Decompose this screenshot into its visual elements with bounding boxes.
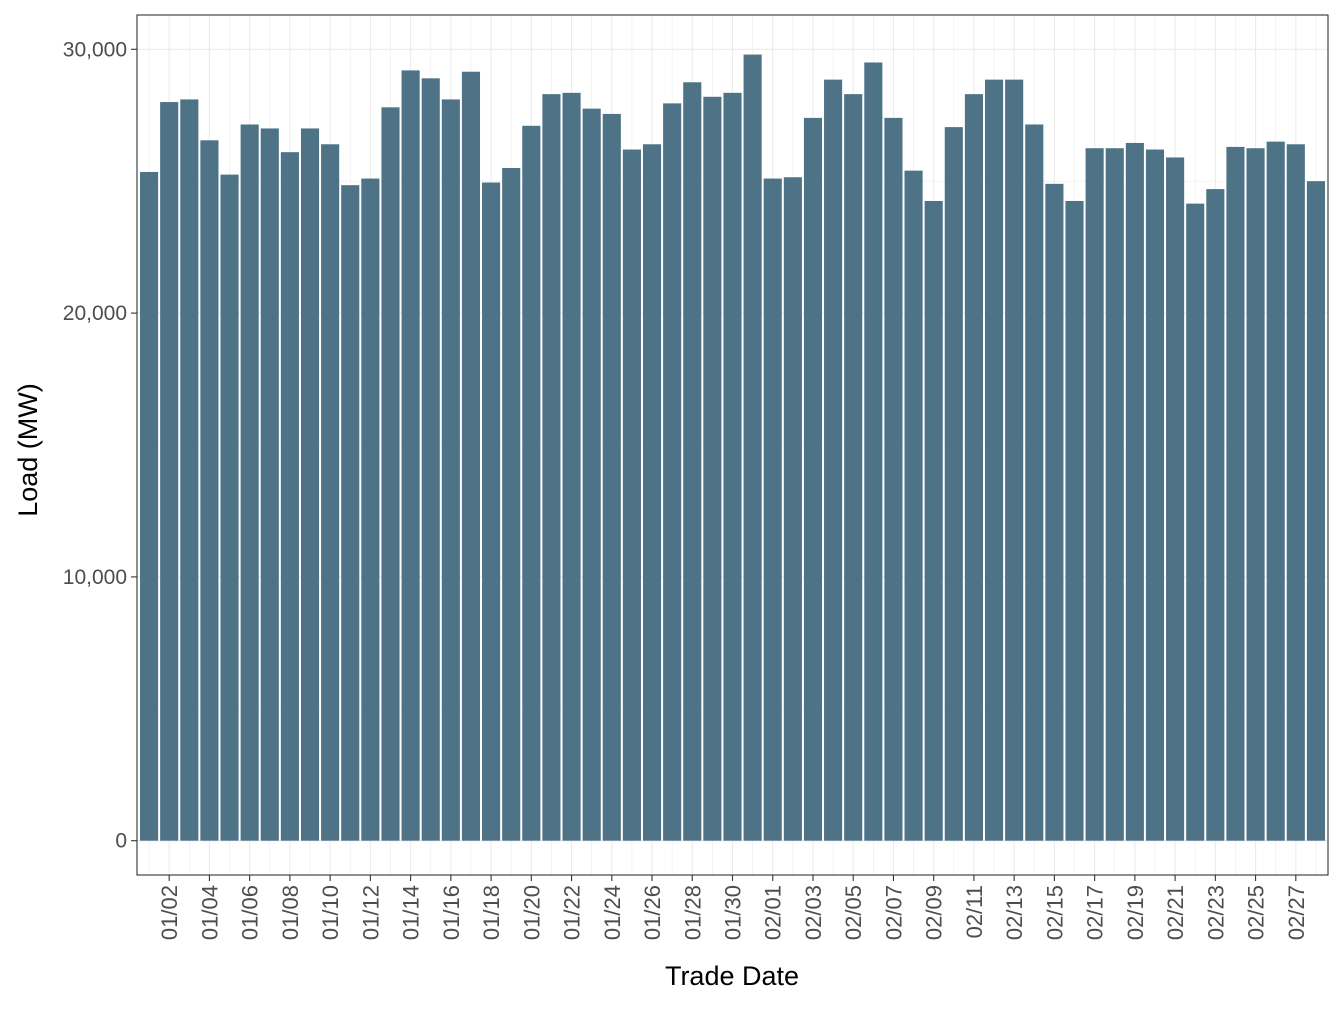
bar-01/18 [482,182,501,841]
bar-01/20 [522,125,541,841]
bar-01/22 [562,92,581,841]
bar-02/24 [1226,146,1245,841]
bar-01/05 [220,174,239,841]
x-tick-label: 01/22 [560,885,585,940]
y-tick-label: 30,000 [63,38,127,61]
x-tick-label: 02/05 [841,885,866,940]
x-tick-label: 01/08 [278,885,303,940]
bar-02/27 [1286,144,1305,841]
bar-02/07 [884,117,903,841]
x-tick-label: 02/07 [881,885,906,940]
bar-02/05 [844,94,863,841]
bar-01/19 [502,168,521,841]
bar-01/04 [200,140,219,841]
bar-01/21 [542,94,561,841]
bar-01/02 [160,102,179,841]
bar-01/15 [421,78,440,841]
bar-02/06 [864,62,883,841]
x-tick-label: 01/02 [157,885,182,940]
x-tick-label: 02/23 [1203,885,1228,940]
bar-02/15 [1045,183,1064,841]
bar-01/23 [582,108,601,841]
bar-02/02 [783,177,802,841]
bar-01/14 [401,70,420,841]
bar-02/14 [1025,124,1044,841]
bar-02/04 [824,79,843,841]
x-tick-label: 01/12 [358,885,383,940]
x-tick-label: 02/25 [1244,885,1269,940]
x-tick-label: 01/28 [680,885,705,940]
y-axis-title: Load (MW) [13,383,43,517]
bar-02/26 [1266,141,1285,841]
bar-01/27 [663,103,682,841]
bar-01/28 [683,82,702,841]
bar-01/13 [381,107,400,841]
bar-01/09 [300,128,320,841]
bar-01/10 [321,144,340,841]
x-tick-label: 01/30 [721,885,746,940]
bar-02/23 [1206,189,1225,841]
bar-01/17 [461,71,481,841]
x-tick-label: 02/11 [962,885,987,938]
x-tick-label: 01/18 [479,885,504,940]
x-tick-label: 02/21 [1163,885,1188,940]
bar-02/12 [984,79,1004,841]
y-tick-label: 0 [115,830,127,853]
y-tick-label: 10,000 [63,566,127,589]
bar-01/07 [260,128,279,841]
x-axis: 01/02 01/04 01/06 01/08 01/10 01/12 01/14 01/16… [157,875,1309,940]
x-tick-label: 01/24 [600,885,625,940]
x-tick-label: 01/26 [640,885,665,940]
bar-02/03 [803,117,823,841]
bar-02/09 [924,200,943,841]
bar-02/16 [1065,200,1084,841]
bar-01/24 [602,113,621,841]
bar-02/01 [763,178,782,841]
bar-02/17 [1085,148,1104,841]
bar-02/10 [944,127,963,841]
bar-01/06 [240,124,259,841]
bar-01/26 [642,144,662,841]
bar-01/12 [361,178,380,841]
bar-01/16 [441,99,460,841]
bar-02/13 [1005,79,1024,841]
bar-02/22 [1186,203,1205,841]
x-axis-title: Trade Date [665,961,799,991]
bar-01/31 [743,54,762,841]
bars [140,54,1325,841]
bar-02/21 [1166,157,1185,841]
bar-01/08 [280,152,299,841]
bar-02/25 [1246,148,1265,841]
x-tick-label: 02/13 [1002,885,1027,940]
bar-01/01 [140,171,159,841]
x-tick-label: 01/06 [238,885,263,940]
x-tick-label: 01/14 [399,885,424,940]
x-tick-label: 01/16 [439,885,464,940]
x-tick-label: 02/01 [761,885,786,940]
x-tick-label: 02/17 [1083,885,1108,940]
bar-01/25 [622,149,641,841]
bar-02/11 [964,94,983,841]
bar-02/28 [1306,181,1325,841]
x-tick-label: 01/20 [519,885,544,940]
y-axis: 0 10,000 20,000 30,000 [63,38,137,853]
bar-02/08 [904,170,923,841]
bar-01/29 [703,96,722,841]
bar-01/30 [723,92,742,841]
x-tick-label: 02/15 [1042,885,1067,940]
x-tick-label: 02/19 [1123,885,1148,940]
bar-02/18 [1105,148,1124,841]
x-tick-label: 02/09 [922,885,947,940]
x-tick-label: 02/27 [1284,885,1309,940]
x-tick-label: 02/03 [801,885,826,940]
x-tick-label: 01/04 [197,885,222,940]
bar-01/03 [180,99,199,841]
bar-02/20 [1145,149,1165,841]
y-tick-label: 20,000 [63,302,127,325]
bar-01/11 [341,185,360,841]
bar-02/19 [1125,142,1144,841]
x-tick-label: 01/10 [318,885,343,940]
